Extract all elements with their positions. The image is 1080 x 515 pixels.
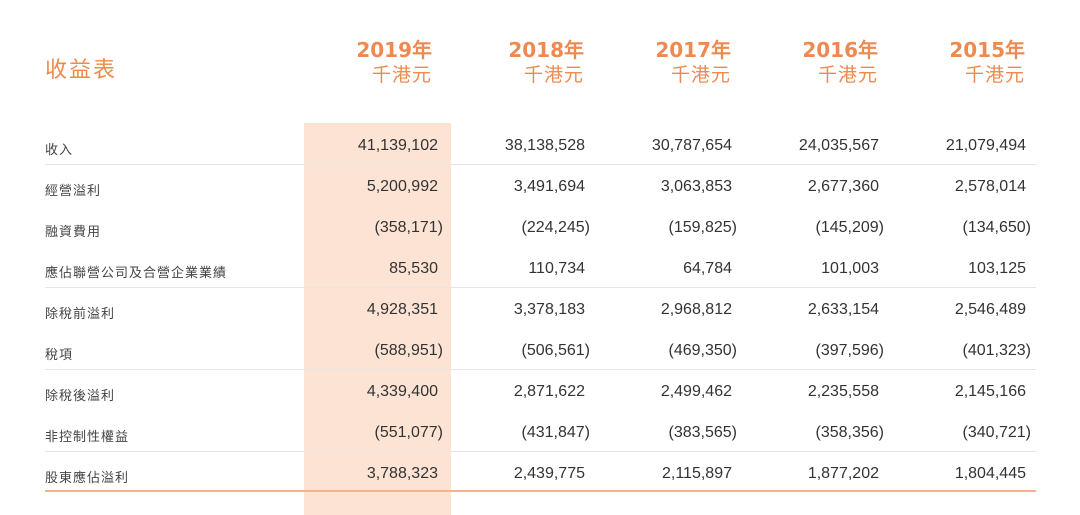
cell-2015: 103,125 [968, 260, 1026, 277]
row-label: 融資費用 [45, 225, 102, 240]
cell-2018: (224,245) [521, 219, 591, 236]
divider [45, 451, 1036, 452]
row-label: 收入 [45, 143, 74, 158]
cell-2019: 41,139,102 [357, 137, 438, 154]
cell-2017: (159,825) [668, 219, 738, 236]
divider [45, 164, 1036, 165]
cell-2019: 4,928,351 [366, 301, 438, 318]
row-label: 應佔聯營公司及合營企業業績 [45, 266, 228, 281]
table-title: 收益表 [45, 58, 118, 83]
row-label: 經營溢利 [45, 184, 102, 199]
cell-2018: 38,138,528 [504, 137, 585, 154]
cell-2018: 3,491,694 [513, 178, 585, 195]
cell-2015: 2,145,166 [954, 383, 1026, 400]
cell-2019: (588,951) [374, 342, 444, 359]
cell-2019: 4,339,400 [366, 383, 438, 400]
column-year: 2018年 [508, 38, 584, 62]
table-row: 非控制性權益 (551,077) (431,847) (383,565) (35… [0, 415, 1080, 455]
column-year: 2017年 [655, 38, 731, 62]
cell-2016: (145,209) [815, 219, 885, 236]
column-unit: 千港元 [523, 64, 584, 86]
cell-2015: 1,804,445 [954, 465, 1026, 482]
table-row: 經營溢利 5,200,992 3,491,694 3,063,853 2,677… [0, 169, 1080, 209]
table-row: 除稅後溢利 4,339,400 2,871,622 2,499,462 2,23… [0, 374, 1080, 414]
cell-2019: 5,200,992 [366, 178, 438, 195]
column-year: 2016年 [802, 38, 878, 62]
cell-2015: 2,578,014 [954, 178, 1026, 195]
cell-2017: 2,115,897 [662, 465, 732, 482]
cell-2018: 110,734 [528, 260, 585, 277]
cell-2017: 2,968,812 [660, 301, 732, 318]
table-row: 除稅前溢利 4,928,351 3,378,183 2,968,812 2,63… [0, 292, 1080, 332]
cell-2018: 2,439,775 [513, 465, 585, 482]
column-header-2019: 2019年 千港元 [292, 40, 432, 85]
cell-2018: 2,871,622 [513, 383, 585, 400]
cell-2016: 24,035,567 [798, 137, 879, 154]
cell-2018: 3,378,183 [513, 301, 585, 318]
cell-2016: 101,003 [821, 260, 879, 277]
cell-2015: 2,546,489 [954, 301, 1026, 318]
cell-2019: 3,788,323 [366, 465, 438, 482]
cell-2016: 2,677,360 [807, 178, 879, 195]
column-header-2016: 2016年 千港元 [738, 40, 878, 85]
cell-2019: (551,077) [374, 424, 444, 441]
column-header-2017: 2017年 千港元 [591, 40, 731, 85]
column-year: 2019年 [356, 38, 432, 62]
cell-2015: (340,721) [962, 424, 1032, 441]
cell-2015: (134,650) [962, 219, 1032, 236]
cell-2017: 2,499,462 [660, 383, 732, 400]
column-year: 2015年 [949, 38, 1025, 62]
column-unit: 千港元 [371, 64, 432, 86]
table-row: 融資費用 (358,171) (224,245) (159,825) (145,… [0, 210, 1080, 250]
cell-2016: (397,596) [815, 342, 885, 359]
cell-2017: (383,565) [668, 424, 738, 441]
column-header-2015: 2015年 千港元 [885, 40, 1025, 85]
cell-2019: 85,530 [389, 260, 438, 277]
row-label: 除稅前溢利 [45, 307, 116, 322]
table-row: 稅項 (588,951) (506,561) (469,350) (397,59… [0, 333, 1080, 373]
row-label: 稅項 [45, 348, 74, 363]
cell-2017: 3,063,853 [660, 178, 732, 195]
row-label: 股東應佔溢利 [45, 471, 130, 486]
column-header-2018: 2018年 千港元 [444, 40, 584, 85]
cell-2015: (401,323) [962, 342, 1032, 359]
column-unit: 千港元 [670, 64, 731, 86]
table-row: 應佔聯營公司及合營企業業績 85,530 110,734 64,784 101,… [0, 251, 1080, 291]
column-unit: 千港元 [964, 64, 1025, 86]
cell-2016: (358,356) [815, 424, 885, 441]
table-row: 股東應佔溢利 3,788,323 2,439,775 2,115,897 1,8… [0, 456, 1080, 496]
cell-2015: 21,079,494 [945, 137, 1026, 154]
row-label: 除稅後溢利 [45, 389, 116, 404]
divider [45, 369, 1036, 370]
bottom-rule [45, 490, 1036, 492]
row-label: 非控制性權益 [45, 430, 130, 445]
table-row: 收入 41,139,102 38,138,528 30,787,654 24,0… [0, 128, 1080, 168]
cell-2017: 30,787,654 [651, 137, 732, 154]
cell-2016: 1,877,202 [807, 465, 879, 482]
cell-2016: 2,633,154 [807, 301, 879, 318]
divider [45, 287, 1036, 288]
cell-2019: (358,171) [374, 219, 444, 236]
column-unit: 千港元 [817, 64, 878, 86]
cell-2017: (469,350) [668, 342, 738, 359]
cell-2018: (506,561) [521, 342, 591, 359]
cell-2016: 2,235,558 [807, 383, 879, 400]
cell-2018: (431,847) [521, 424, 591, 441]
cell-2017: 64,784 [683, 260, 732, 277]
highlight-column-2019 [304, 123, 451, 515]
